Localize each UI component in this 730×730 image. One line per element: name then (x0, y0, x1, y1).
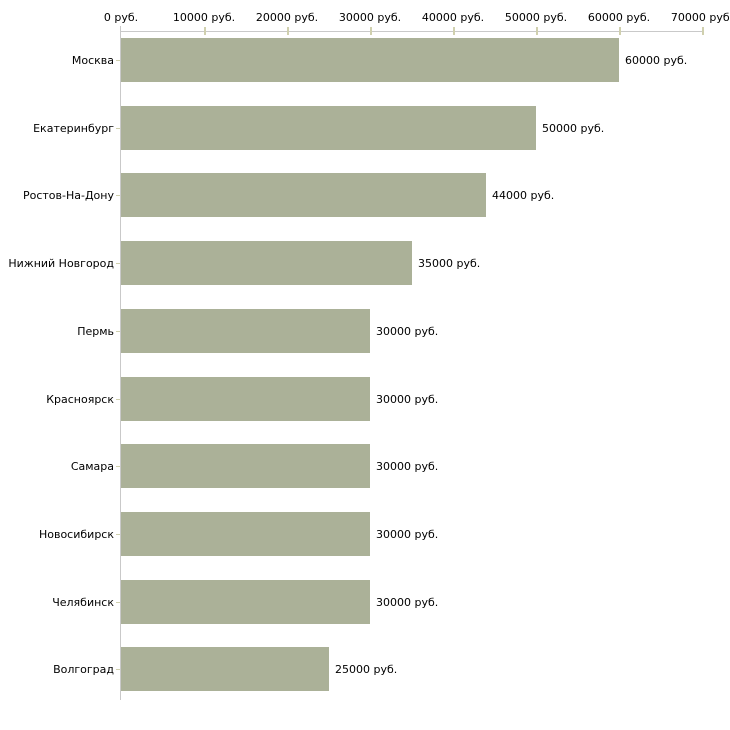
bar (121, 173, 486, 217)
x-axis-tick (702, 27, 704, 35)
x-axis-tick-label: 30000 руб. (338, 11, 402, 24)
value-label: 60000 руб. (625, 53, 688, 67)
category-tick (116, 263, 120, 264)
category-label: Челябинск (52, 595, 114, 609)
x-axis-tick (204, 27, 206, 35)
value-label: 44000 руб. (492, 188, 555, 202)
category-tick (116, 399, 120, 400)
x-axis-tick-label: 40000 руб. (421, 11, 485, 24)
x-axis-tick-label: 60000 руб. (587, 11, 651, 24)
value-label: 30000 руб. (376, 595, 439, 609)
x-axis-tick (370, 27, 372, 35)
bar (121, 647, 329, 691)
category-label: Ростов-На-Дону (22, 188, 114, 202)
value-label: 30000 руб. (376, 392, 439, 406)
category-tick (116, 195, 120, 196)
bar (121, 377, 370, 421)
category-tick (116, 466, 120, 467)
x-axis-tick-label: 10000 руб. (172, 11, 236, 24)
x-axis-tick-label: 20000 руб. (255, 11, 319, 24)
x-axis-tick-label: 0 руб. (103, 11, 139, 24)
value-label: 30000 руб. (376, 324, 439, 338)
bar (121, 106, 536, 150)
category-label: Нижний Новгород (8, 256, 114, 270)
category-label: Москва (71, 53, 114, 67)
category-tick (116, 669, 120, 670)
value-label: 25000 руб. (335, 662, 398, 676)
category-label: Новосибирск (38, 527, 114, 541)
bar (121, 580, 370, 624)
bar (121, 444, 370, 488)
value-label: 30000 руб. (376, 459, 439, 473)
bar (121, 512, 370, 556)
value-label: 50000 руб. (542, 121, 605, 135)
x-axis-tick (619, 27, 621, 35)
category-label: Пермь (77, 324, 114, 338)
value-label: 35000 руб. (418, 256, 481, 270)
y-axis-line (120, 26, 121, 700)
category-tick (116, 602, 120, 603)
bar (121, 241, 412, 285)
category-label: Самара (70, 459, 114, 473)
category-tick (116, 60, 120, 61)
x-axis-tick (453, 27, 455, 35)
category-label: Волгоград (53, 662, 114, 676)
bar (121, 38, 619, 82)
category-tick (116, 331, 120, 332)
category-tick (116, 128, 120, 129)
bar (121, 309, 370, 353)
value-label: 30000 руб. (376, 527, 439, 541)
x-axis-tick-label: 50000 руб. (504, 11, 568, 24)
x-axis-tick (536, 27, 538, 35)
category-label: Екатеринбург (33, 121, 114, 135)
x-axis-line (121, 31, 702, 32)
category-tick (116, 534, 120, 535)
x-axis-tick-label: 70000 руб. (670, 11, 730, 24)
x-axis-tick (287, 27, 289, 35)
category-label: Красноярск (46, 392, 114, 406)
